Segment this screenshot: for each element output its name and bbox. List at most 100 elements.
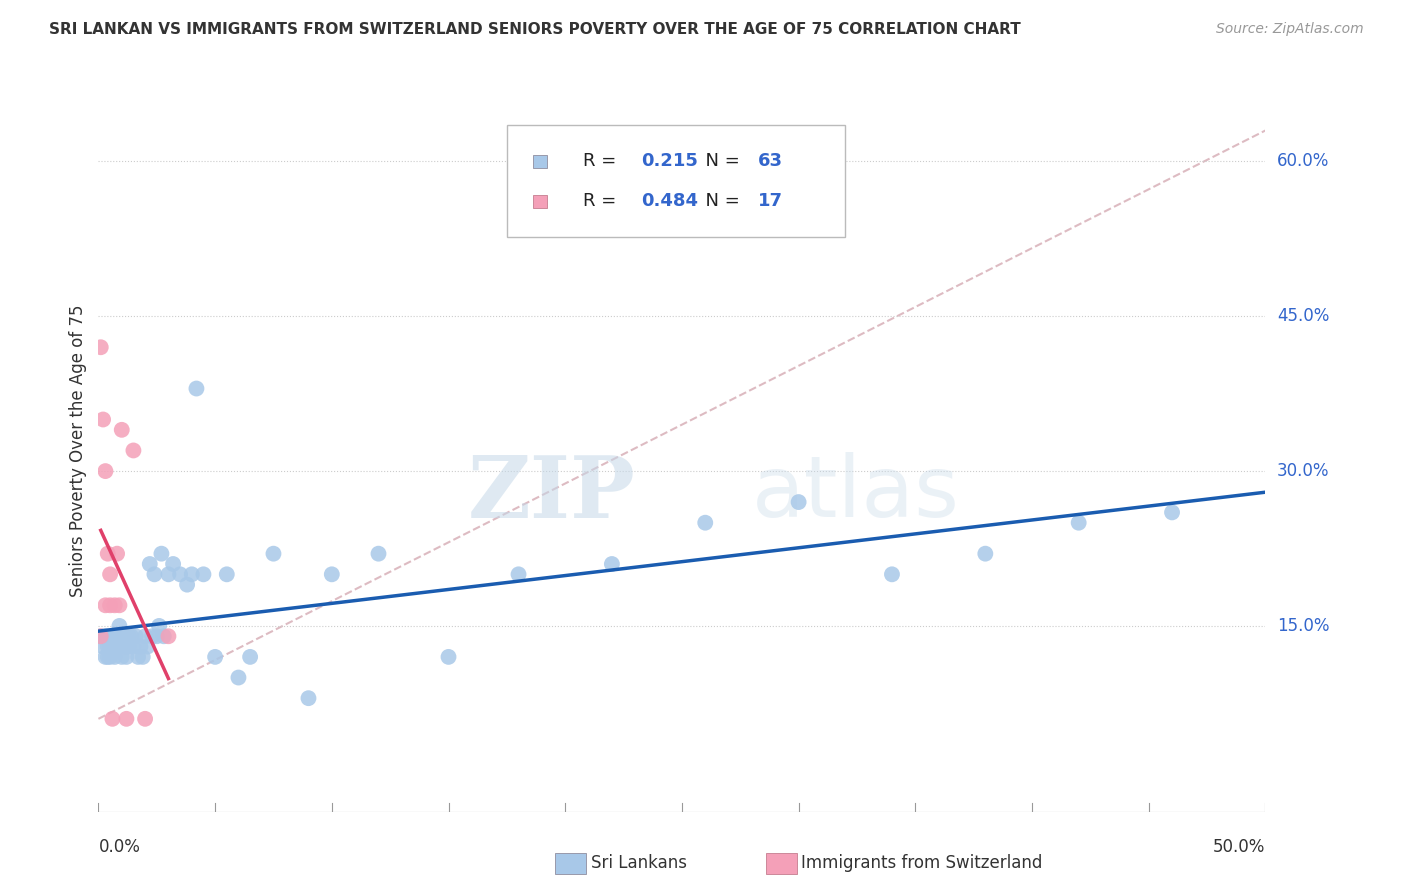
Point xyxy=(108,640,131,654)
Point xyxy=(91,412,114,426)
Point xyxy=(695,516,717,530)
Point xyxy=(115,640,138,654)
Point xyxy=(118,640,141,654)
Point xyxy=(108,599,131,613)
Point xyxy=(367,547,389,561)
Point xyxy=(115,649,138,664)
Text: 17: 17 xyxy=(758,192,783,211)
Point xyxy=(508,567,530,582)
Point xyxy=(90,629,112,643)
Point xyxy=(162,557,184,571)
Point xyxy=(104,649,127,664)
Point xyxy=(97,547,120,561)
Point xyxy=(98,640,121,654)
Text: 0.0%: 0.0% xyxy=(98,838,141,855)
Point xyxy=(101,712,124,726)
Point xyxy=(134,629,156,643)
Point xyxy=(90,629,112,643)
Point xyxy=(94,599,117,613)
Point xyxy=(122,443,145,458)
Point xyxy=(1161,505,1184,519)
Point xyxy=(132,649,155,664)
Text: 45.0%: 45.0% xyxy=(1277,307,1330,326)
Point xyxy=(97,640,120,654)
Text: 60.0%: 60.0% xyxy=(1277,153,1330,170)
Text: SRI LANKAN VS IMMIGRANTS FROM SWITZERLAND SENIORS POVERTY OVER THE AGE OF 75 COR: SRI LANKAN VS IMMIGRANTS FROM SWITZERLAN… xyxy=(49,22,1021,37)
Point xyxy=(176,577,198,591)
Text: Source: ZipAtlas.com: Source: ZipAtlas.com xyxy=(1216,22,1364,37)
Point xyxy=(120,629,142,643)
Point xyxy=(880,567,903,582)
Y-axis label: Seniors Poverty Over the Age of 75: Seniors Poverty Over the Age of 75 xyxy=(69,304,87,597)
Point xyxy=(148,619,170,633)
Point xyxy=(136,640,159,654)
Point xyxy=(94,649,117,664)
Point xyxy=(97,649,120,664)
Point xyxy=(321,567,343,582)
Point xyxy=(112,640,135,654)
Point xyxy=(122,640,145,654)
Point xyxy=(157,567,180,582)
Point xyxy=(94,464,117,478)
Text: ZIP: ZIP xyxy=(467,452,636,536)
Point xyxy=(169,567,191,582)
Point xyxy=(112,629,135,643)
Point xyxy=(104,599,127,613)
Point xyxy=(150,547,173,561)
Point xyxy=(262,547,284,561)
Point xyxy=(600,557,623,571)
Point xyxy=(215,567,238,582)
Point xyxy=(125,629,148,643)
Point xyxy=(141,629,163,643)
Point xyxy=(127,649,149,664)
Point xyxy=(186,382,208,396)
Text: R =: R = xyxy=(582,192,621,211)
Point xyxy=(101,629,124,643)
Text: 50.0%: 50.0% xyxy=(1213,838,1265,855)
Point xyxy=(143,567,166,582)
Point xyxy=(118,629,141,643)
Point xyxy=(139,557,162,571)
Point xyxy=(111,649,134,664)
Point xyxy=(157,629,180,643)
Text: atlas: atlas xyxy=(752,452,960,535)
Point xyxy=(115,712,138,726)
Text: 30.0%: 30.0% xyxy=(1277,462,1330,480)
Point xyxy=(129,640,152,654)
Point xyxy=(204,649,226,664)
Text: 15.0%: 15.0% xyxy=(1277,617,1330,635)
Text: R =: R = xyxy=(582,153,621,170)
Point xyxy=(146,629,169,643)
Point xyxy=(193,567,215,582)
Text: 0.484: 0.484 xyxy=(641,192,697,211)
Point xyxy=(98,599,121,613)
Point xyxy=(98,567,121,582)
Point xyxy=(104,629,127,643)
Point xyxy=(134,712,156,726)
Text: 63: 63 xyxy=(758,153,783,170)
Point xyxy=(111,629,134,643)
Point xyxy=(105,629,128,643)
Point xyxy=(974,547,997,561)
Point xyxy=(105,640,128,654)
FancyBboxPatch shape xyxy=(533,155,547,168)
Point xyxy=(101,640,124,654)
Point xyxy=(90,340,112,354)
Text: 0.215: 0.215 xyxy=(641,153,697,170)
Point xyxy=(111,423,134,437)
Point xyxy=(228,671,250,685)
Point xyxy=(91,640,114,654)
Text: N =: N = xyxy=(693,153,745,170)
Point xyxy=(108,619,131,633)
Point xyxy=(94,629,117,643)
Text: N =: N = xyxy=(693,192,745,211)
FancyBboxPatch shape xyxy=(508,125,845,237)
FancyBboxPatch shape xyxy=(533,194,547,208)
Point xyxy=(105,547,128,561)
Point xyxy=(297,691,319,706)
Point xyxy=(239,649,262,664)
Point xyxy=(787,495,810,509)
Text: Sri Lankans: Sri Lankans xyxy=(591,855,686,872)
Text: Immigrants from Switzerland: Immigrants from Switzerland xyxy=(801,855,1043,872)
Point xyxy=(152,629,174,643)
